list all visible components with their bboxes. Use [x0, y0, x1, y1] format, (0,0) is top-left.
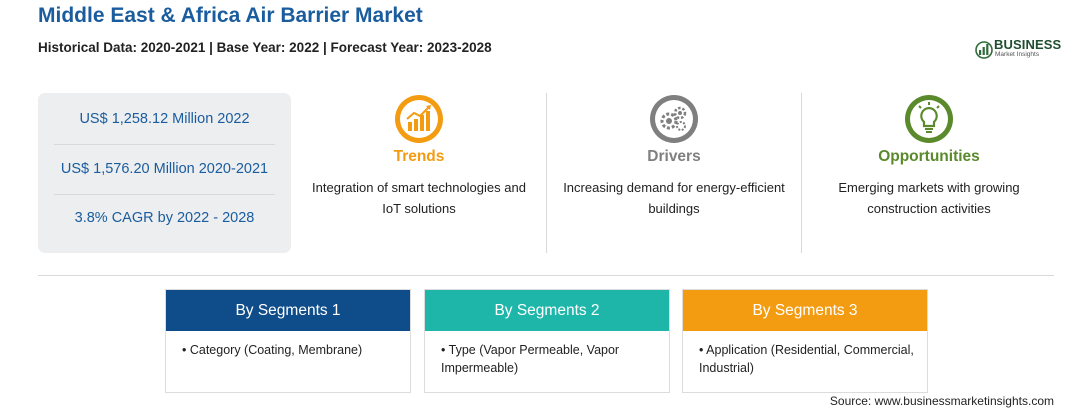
- trends-column: Trends Integration of smart technologies…: [292, 93, 546, 253]
- segment-3-text: • Application (Residential, Commercial, …: [699, 343, 914, 375]
- opportunities-column: Opportunities Emerging markets with grow…: [802, 93, 1056, 253]
- segment-card-1: By Segments 1 • Category (Coating, Membr…: [165, 289, 411, 393]
- source-credit: Source: www.businessmarketinsights.com: [829, 394, 1054, 408]
- section-divider: [38, 275, 1054, 276]
- drivers-text: Increasing demand for energy-efficient b…: [563, 180, 785, 216]
- gears-icon: [650, 95, 698, 143]
- page-title: Middle East & Africa Air Barrier Market: [38, 4, 423, 27]
- segment-2-title: By Segments 2: [425, 290, 669, 331]
- segment-card-3: By Segments 3 • Application (Residential…: [682, 289, 928, 393]
- lightbulb-icon: [905, 95, 953, 143]
- stat-cagr: 3.8% CAGR by 2022 - 2028: [74, 210, 255, 226]
- segment-1-text: • Category (Coating, Membrane): [182, 343, 363, 357]
- column-divider: [801, 93, 802, 253]
- stat-divider: [54, 194, 275, 195]
- segment-3-title: By Segments 3: [683, 290, 927, 331]
- drivers-title: Drivers: [647, 148, 701, 165]
- stat-divider: [54, 144, 275, 145]
- opportunities-title: Opportunities: [878, 148, 980, 165]
- logo-wordmark: BUSINESS: [994, 37, 1062, 52]
- stat-historical-value: US$ 1,576.20 Million 2020-2021: [60, 161, 269, 177]
- opportunities-text: Emerging markets with growing constructi…: [838, 180, 1020, 216]
- stats-panel: US$ 1,258.12 Million 2022 US$ 1,576.20 M…: [38, 93, 291, 253]
- segment-card-2: By Segments 2 • Type (Vapor Permeable, V…: [424, 289, 670, 393]
- trends-text: Integration of smart technologies and Io…: [312, 180, 526, 216]
- column-divider: [546, 93, 547, 253]
- trends-title: Trends: [393, 148, 445, 165]
- trend-chart-icon: [395, 95, 443, 143]
- segment-2-text: • Type (Vapor Permeable, Vapor Impermeab…: [441, 343, 620, 375]
- business-logo: BUSINESS Market Insights: [974, 36, 1062, 62]
- stat-market-value-2022: US$ 1,258.12 Million 2022: [79, 111, 250, 127]
- segment-1-title: By Segments 1: [166, 290, 410, 331]
- logo-tagline: Market Insights: [995, 51, 1040, 58]
- drivers-column: Drivers Increasing demand for energy-eff…: [547, 93, 801, 253]
- logo-globe-icon: [975, 41, 993, 59]
- page-subtitle: Historical Data: 2020-2021 | Base Year: …: [38, 40, 492, 55]
